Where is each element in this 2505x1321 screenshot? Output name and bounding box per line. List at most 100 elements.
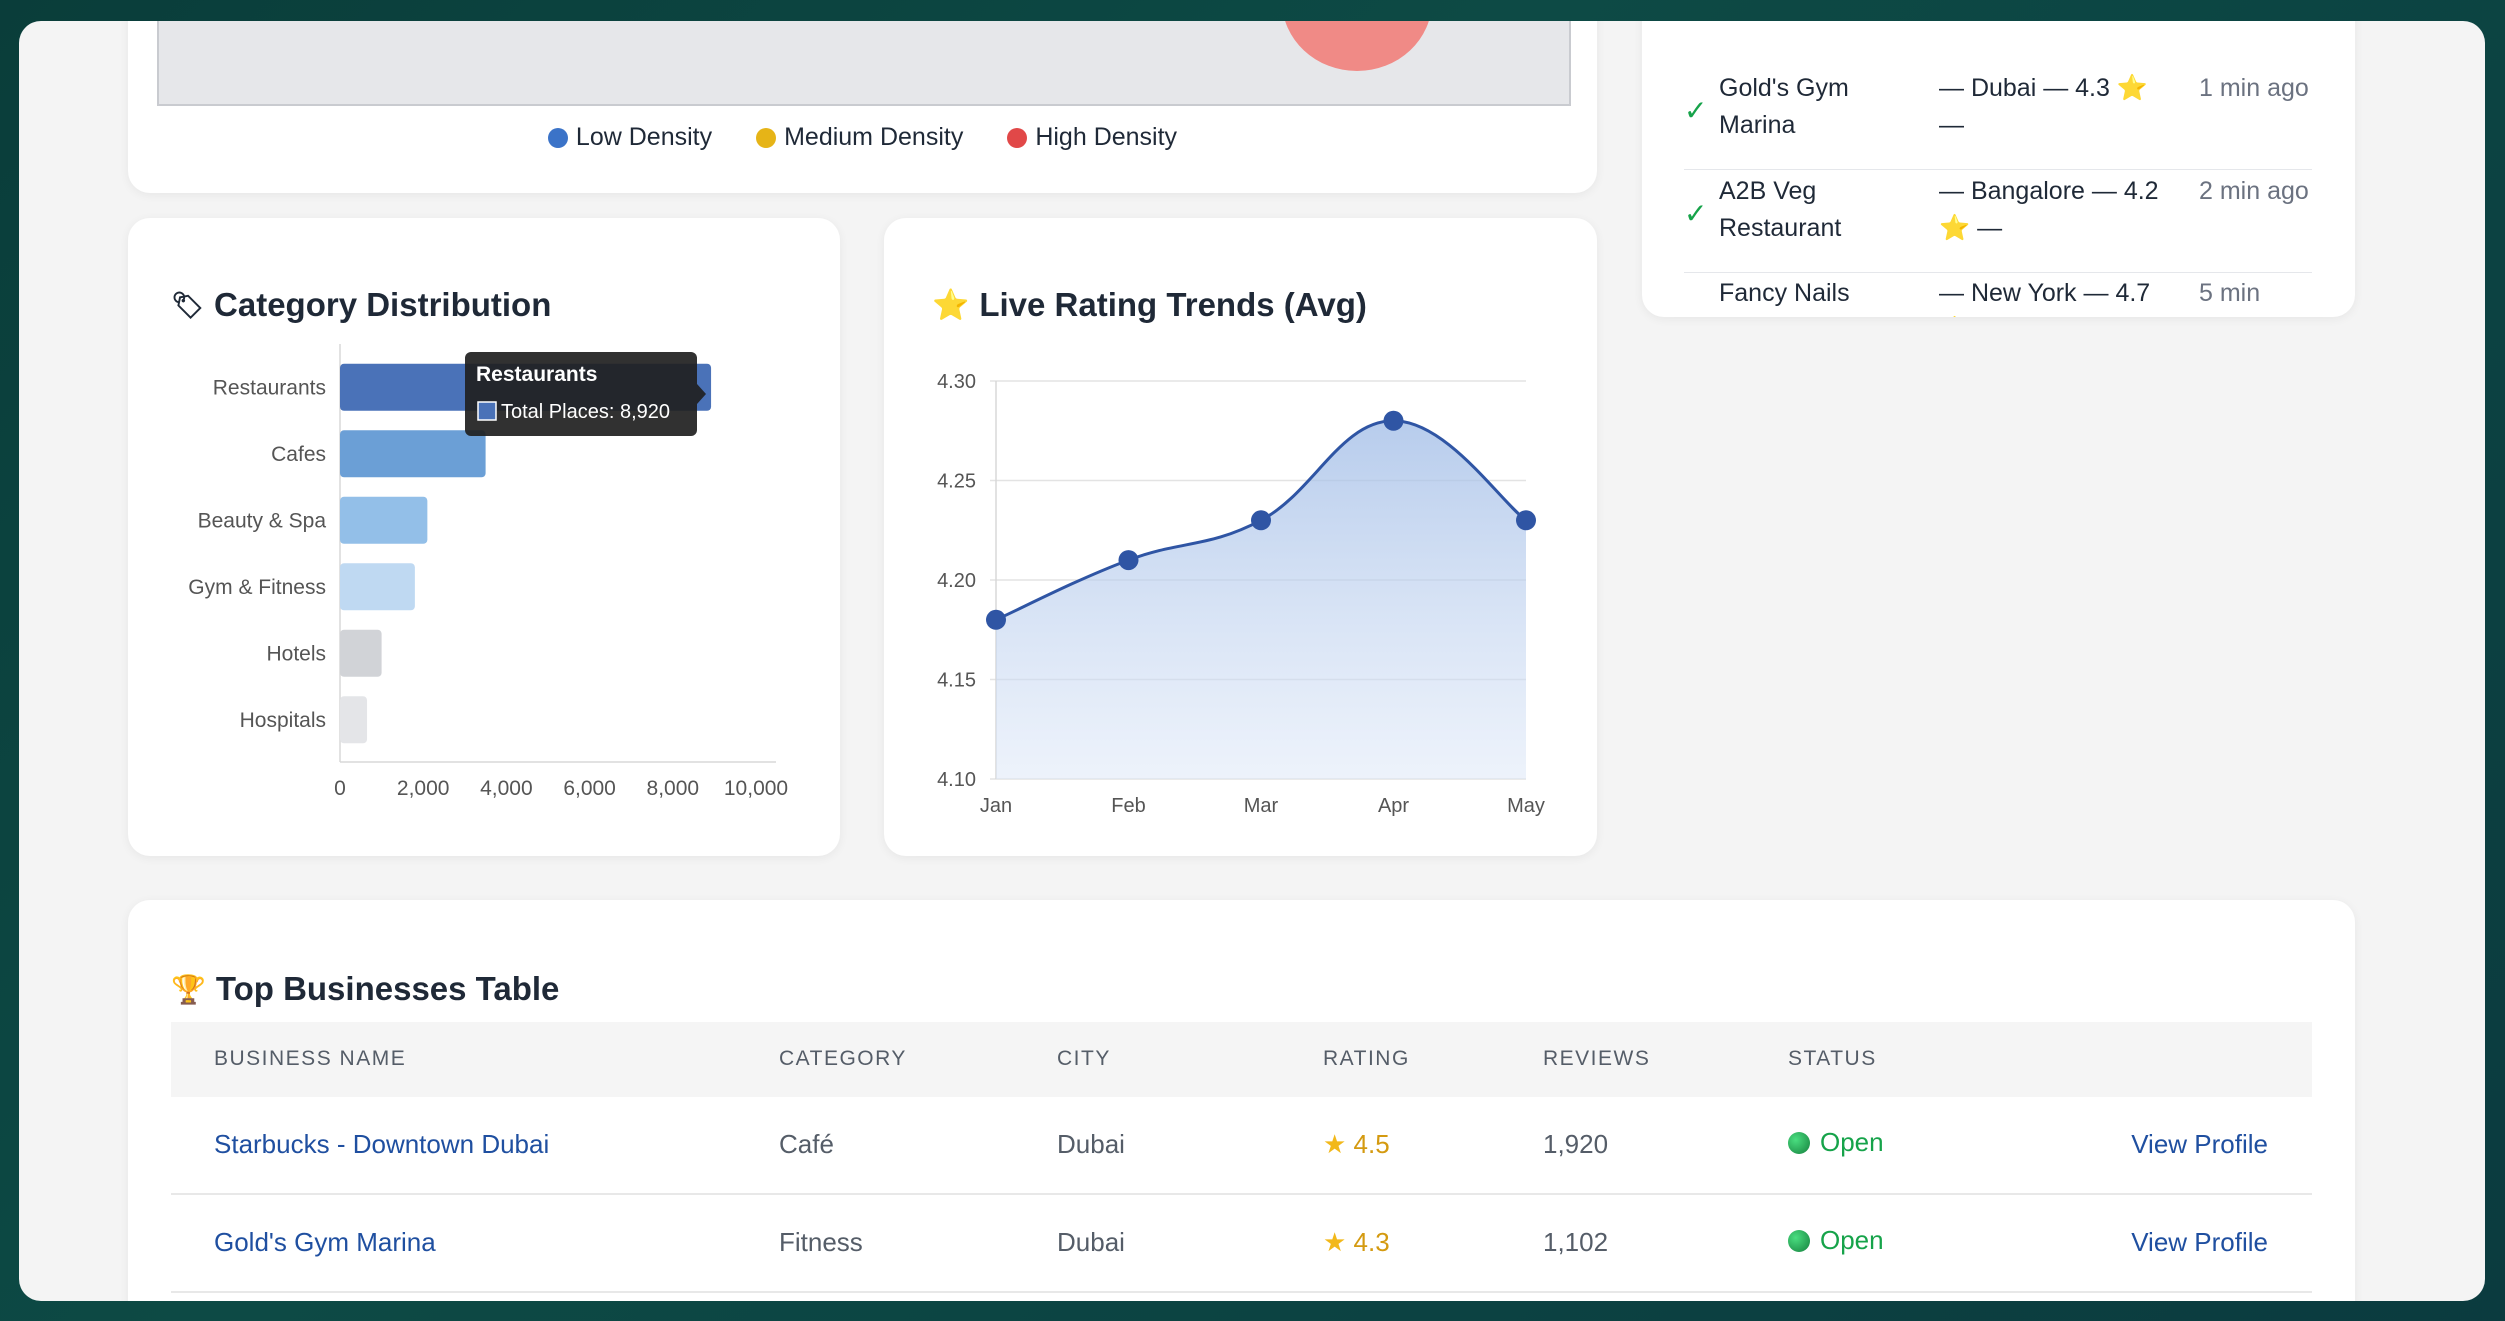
data-point-apr [1383,410,1404,431]
bar-gym-fitness [340,563,415,611]
x-tick-label: 2,000 [397,777,450,800]
header-rating[interactable]: RATING [1323,1047,1410,1070]
table-title: 🏆 Top Businesses Table [171,970,559,1008]
x-tick-label: 0 [334,777,346,800]
y-tick-label: Hotels [266,642,326,665]
status-dot-icon [1788,1131,1810,1154]
x-tick-label: Feb [1111,795,1145,817]
status-label: Open [1820,1225,1884,1255]
business-status: Open [1788,1225,1884,1256]
legend-medium-dot [756,127,777,148]
business-name-link[interactable]: Gold's Gym Marina [214,1227,436,1257]
data-point-jan [986,609,1006,630]
legend-medium: Medium Density [756,123,963,152]
business-city: Dubai [1057,1129,1125,1159]
category-card-title-text: Category Distribution [214,286,552,323]
y-tick-label: Beauty & Spa [198,509,327,532]
tooltip-background [465,352,697,436]
top-businesses-card: 🏆 Top Businesses Table BUSINESS NAME CAT… [128,900,2355,1301]
feed-item-meta: — Bangalore — 4.2 ⭐ — [1939,177,2159,242]
legend-low: Low Density [547,123,713,152]
y-tick-label: Hospitals [240,709,326,732]
feed-item-meta: — Dubai — 4.3 ⭐ — [1939,74,2148,139]
status-dot-icon [1788,1229,1810,1252]
high-density-blob [1282,21,1432,71]
view-profile-link[interactable]: View Profile [2131,1129,2268,1159]
feed-item[interactable]: ✓ A2B Veg Restaurant — Bangalore — 4.2 ⭐… [1684,173,2312,273]
feed-item-meta: — New York — 4.7 ⭐ [1939,279,2151,317]
rating-value: 4.5 [1353,1129,1390,1159]
check-icon: ✓ [1684,95,1708,126]
business-rating: ★ 4.3 [1323,1227,1390,1258]
x-tick-label: Apr [1378,795,1409,817]
dashboard-frame: Low Density Medium Density High Density … [19,21,2485,1301]
feed-item-name: Gold's Gym Marina [1719,74,1849,139]
chart-tooltip: Restaurants Total Places: 8,920 [465,352,706,436]
header-business-name[interactable]: BUSINESS NAME [214,1047,407,1070]
table-row: Gold's Gym Marina Fitness Dubai ★ 4.3 1,… [171,1195,2312,1293]
tooltip-swatch [477,401,497,421]
x-tick-label: Mar [1244,795,1279,817]
legend-high-dot [1007,127,1028,148]
header-city[interactable]: CITY [1057,1047,1111,1070]
business-rating: ★ 4.5 [1323,1129,1390,1160]
status-label: Open [1820,1127,1884,1157]
tooltip-title: Restaurants [476,363,597,386]
y-tick-label: 4.25 [937,471,976,493]
legend-high-label: High Density [1035,123,1178,151]
y-tick-label: 4.30 [937,371,976,393]
feed-item-time: 2 min ago [2199,177,2309,205]
rating-trends-card: ⭐ Live Rating Trends (Avg) 4.30 4.25 4.20 4… [884,218,1597,856]
rating-card-title: ⭐ Live Rating Trends (Avg) [932,286,1367,324]
business-name-link[interactable]: Starbucks - Downtown Dubai [214,1129,550,1159]
data-point-mar [1251,510,1271,531]
y-tick-label: Gym & Fitness [188,576,326,599]
feed-item[interactable]: ✓ Gold's Gym Marina — Dubai — 4.3 ⭐ — 1 … [1684,70,2312,170]
legend-medium-label: Medium Density [784,123,964,151]
business-status: Open [1788,1127,1884,1158]
density-map[interactable] [157,21,1571,106]
view-profile-link[interactable]: View Profile [2131,1227,2268,1257]
legend-low-dot [547,127,568,148]
y-tick-label: Restaurants [213,376,326,399]
business-reviews: 1,102 [1543,1227,1609,1257]
bar-hotels [340,629,382,677]
tag-icon: 🏷 [171,289,205,320]
bar-hospitals [340,696,368,744]
activity-feed-card: ✓ Gold's Gym Marina — Dubai — 4.3 ⭐ — 1 … [1642,21,2355,317]
area-fill [996,420,1526,779]
business-city: Dubai [1057,1227,1125,1257]
business-category: Fitness [779,1227,863,1257]
density-legend: Low Density Medium Density High Density [128,123,1597,152]
x-tick-label: Jan [980,795,1012,817]
feed-item-time: 1 min ago [2199,74,2309,102]
check-icon: ✓ [1684,198,1708,229]
star-icon: ★ [1323,1227,1347,1257]
bar-beauty-spa [340,496,428,544]
data-point-may [1516,510,1536,531]
business-category: Café [779,1129,834,1159]
category-bar-chart[interactable]: 0 2,000 4,000 6,000 8,000 10,000 Restaurants Ca… [128,218,840,856]
feed-item-time: 5 min [2199,279,2261,307]
star-icon: ★ [1323,1129,1347,1159]
header-category[interactable]: CATEGORY [779,1047,907,1070]
feed-item-name: A2B Veg Restaurant [1719,177,1842,242]
data-point-feb [1118,550,1139,571]
x-tick-label: 8,000 [647,777,700,800]
legend-low-label: Low Density [575,123,713,151]
tooltip-label: Total Places: 8,920 [501,401,670,423]
table-title-text: Top Businesses Table [215,970,560,1007]
rating-card-title-text: Live Rating Trends (Avg) [979,286,1367,323]
header-reviews[interactable]: REVIEWS [1543,1047,1651,1070]
x-tick-label: 6,000 [563,777,616,800]
legend-high: High Density [1007,123,1177,152]
header-status[interactable]: STATUS [1788,1047,1877,1070]
rating-value: 4.3 [1353,1227,1390,1257]
y-tick-label: 4.10 [937,769,976,791]
category-distribution-card: 🏷 Category Distribution 0 2,000 4,000 6,000… [128,218,840,856]
feed-item[interactable]: Fancy Nails — New York — 4.7 ⭐ 5 min [1684,275,2312,317]
x-tick-label: May [1507,795,1545,817]
business-reviews: 1,920 [1543,1129,1609,1159]
star-icon: ⭐ [932,288,970,322]
